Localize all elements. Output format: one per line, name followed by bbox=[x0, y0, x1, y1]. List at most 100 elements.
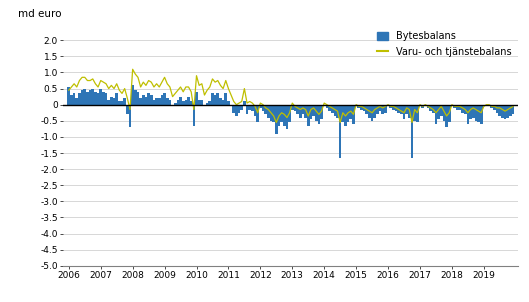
Bar bbox=[403, 105, 405, 119]
Bar bbox=[251, 105, 254, 111]
Text: md euro: md euro bbox=[18, 9, 61, 19]
Bar bbox=[208, 101, 211, 105]
Bar bbox=[490, 105, 493, 108]
Bar bbox=[443, 105, 445, 121]
Bar bbox=[190, 101, 193, 105]
Bar bbox=[461, 105, 464, 113]
Bar bbox=[86, 92, 89, 105]
Bar bbox=[134, 90, 136, 105]
Bar bbox=[459, 105, 461, 110]
Bar bbox=[333, 105, 336, 116]
Bar bbox=[171, 105, 174, 106]
Bar bbox=[482, 105, 485, 106]
Bar bbox=[115, 93, 118, 105]
Bar bbox=[328, 105, 331, 111]
Bar bbox=[352, 105, 355, 124]
Bar bbox=[506, 105, 509, 117]
Bar bbox=[89, 90, 92, 105]
Bar bbox=[320, 105, 323, 119]
Bar bbox=[480, 105, 482, 124]
Bar bbox=[203, 105, 206, 106]
Bar bbox=[397, 105, 400, 113]
Bar bbox=[368, 105, 371, 117]
Bar bbox=[182, 101, 185, 105]
Bar bbox=[485, 105, 488, 106]
Bar bbox=[405, 105, 408, 114]
Bar bbox=[105, 93, 107, 105]
Bar bbox=[456, 105, 459, 110]
Bar bbox=[219, 98, 222, 105]
Bar bbox=[272, 105, 275, 122]
Bar bbox=[216, 93, 219, 105]
Bar bbox=[411, 105, 413, 158]
Bar bbox=[363, 105, 366, 111]
Bar bbox=[286, 105, 288, 129]
Bar bbox=[472, 105, 475, 117]
Bar bbox=[211, 93, 214, 105]
Bar bbox=[283, 105, 286, 126]
Bar bbox=[139, 98, 142, 105]
Bar bbox=[232, 105, 235, 113]
Bar bbox=[302, 105, 304, 114]
Bar bbox=[366, 105, 368, 114]
Bar bbox=[185, 100, 187, 105]
Bar bbox=[68, 87, 70, 105]
Bar bbox=[371, 105, 373, 121]
Bar bbox=[118, 101, 121, 105]
Bar bbox=[288, 105, 291, 122]
Bar bbox=[147, 93, 150, 105]
Bar bbox=[296, 105, 299, 114]
Bar bbox=[235, 105, 238, 116]
Bar bbox=[493, 105, 496, 110]
Bar bbox=[152, 100, 156, 105]
Bar bbox=[163, 93, 166, 105]
Bar bbox=[384, 105, 387, 113]
Bar bbox=[350, 105, 352, 119]
Bar bbox=[448, 105, 451, 122]
Bar bbox=[174, 103, 177, 105]
Bar bbox=[70, 95, 73, 105]
Bar bbox=[440, 105, 443, 116]
Bar bbox=[198, 100, 200, 105]
Bar bbox=[129, 105, 131, 127]
Bar bbox=[246, 105, 249, 114]
Bar bbox=[166, 98, 169, 105]
Bar bbox=[512, 105, 514, 114]
Bar bbox=[150, 95, 152, 105]
Bar bbox=[78, 93, 81, 105]
Bar bbox=[424, 105, 426, 106]
Bar bbox=[315, 105, 317, 121]
Bar bbox=[426, 105, 430, 108]
Bar bbox=[464, 105, 467, 114]
Bar bbox=[299, 105, 302, 117]
Bar bbox=[381, 105, 384, 114]
Bar bbox=[376, 105, 379, 114]
Bar bbox=[270, 105, 272, 121]
Bar bbox=[475, 105, 477, 121]
Bar bbox=[496, 105, 498, 113]
Bar bbox=[144, 97, 147, 105]
Bar bbox=[392, 105, 395, 110]
Bar bbox=[469, 105, 472, 119]
Bar bbox=[307, 105, 309, 126]
Bar bbox=[488, 105, 490, 106]
Bar bbox=[136, 92, 139, 105]
Bar bbox=[92, 88, 94, 105]
Bar bbox=[214, 95, 216, 105]
Bar bbox=[453, 105, 456, 108]
Bar bbox=[325, 105, 328, 108]
Bar bbox=[342, 105, 344, 122]
Bar bbox=[97, 93, 99, 105]
Bar bbox=[121, 101, 123, 105]
Bar bbox=[254, 105, 257, 116]
Bar bbox=[169, 100, 171, 105]
Bar bbox=[110, 97, 113, 105]
Bar bbox=[309, 105, 312, 119]
Bar bbox=[224, 93, 227, 105]
Bar bbox=[432, 105, 435, 113]
Bar bbox=[161, 95, 163, 105]
Bar bbox=[501, 105, 504, 117]
Bar bbox=[102, 92, 105, 105]
Bar bbox=[126, 105, 129, 114]
Bar bbox=[193, 105, 195, 126]
